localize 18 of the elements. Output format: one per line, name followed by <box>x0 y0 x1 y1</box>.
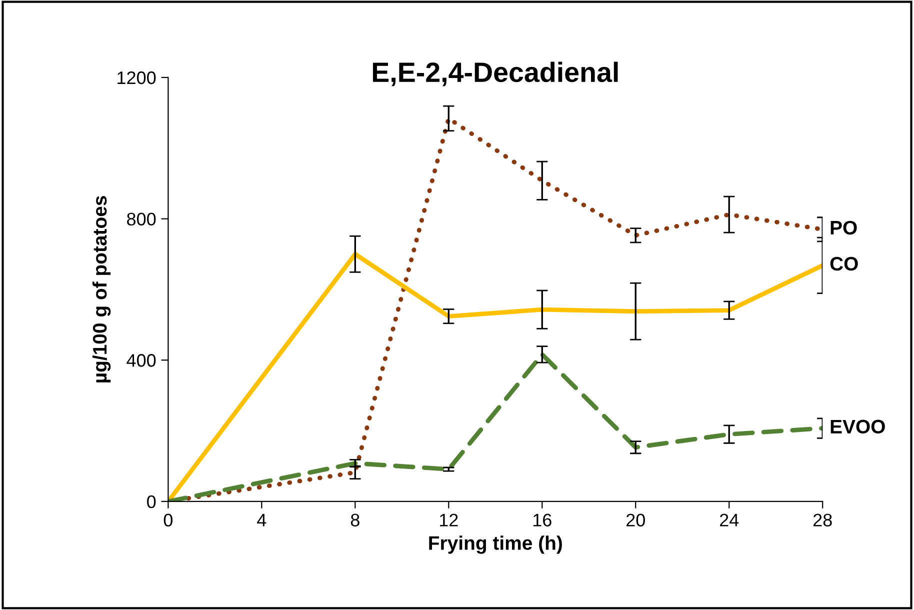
x-tick-label: 4 <box>257 514 266 526</box>
y-axis-title: µg/100 g of potatoes <box>92 196 111 382</box>
y-tick-label: 0 <box>147 495 156 508</box>
x-tick-label: 16 <box>533 514 552 526</box>
x-tick-label: 24 <box>720 514 739 526</box>
series-label: PO <box>830 220 857 235</box>
x-tick-label: 20 <box>626 514 645 526</box>
y-tick-label: 800 <box>127 212 156 226</box>
y-tick-label: 1200 <box>118 71 156 84</box>
chart-title: E,E-2,4-Decadienal <box>372 62 618 86</box>
x-tick-label: 12 <box>440 514 458 526</box>
x-axis-title: Frying time (h) <box>429 536 562 554</box>
series-label: CO <box>830 256 858 271</box>
series-label: EVOO <box>830 420 885 434</box>
x-tick-label: 8 <box>350 514 360 526</box>
x-tick-label: 28 <box>813 514 832 526</box>
y-tick-label: 400 <box>126 354 156 367</box>
x-tick-label: 0 <box>164 514 172 526</box>
